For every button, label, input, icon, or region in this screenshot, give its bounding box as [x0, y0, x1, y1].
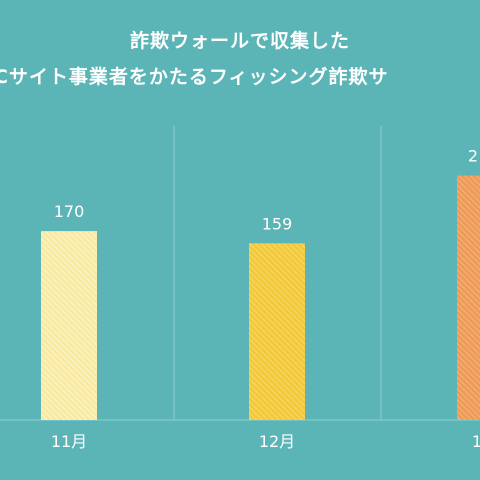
x-tick-label-12月: 12月: [259, 432, 295, 451]
data-label-1月: 2: [468, 147, 478, 166]
data-label-11月: 170: [54, 202, 85, 221]
bar-11月: [41, 231, 97, 420]
chart-title-line-1: 詐欺ウォールで収集した: [129, 30, 350, 52]
data-label-12月: 159: [262, 214, 293, 233]
x-tick-label-1月: 1月: [472, 432, 480, 451]
x-tick-label-11月: 11月: [51, 432, 87, 451]
bar-12月: [249, 243, 305, 420]
bar-1月: [457, 175, 480, 420]
chart-title-line-2: ECサイト事業者をかたるフィッシング詐欺サ: [0, 66, 389, 88]
